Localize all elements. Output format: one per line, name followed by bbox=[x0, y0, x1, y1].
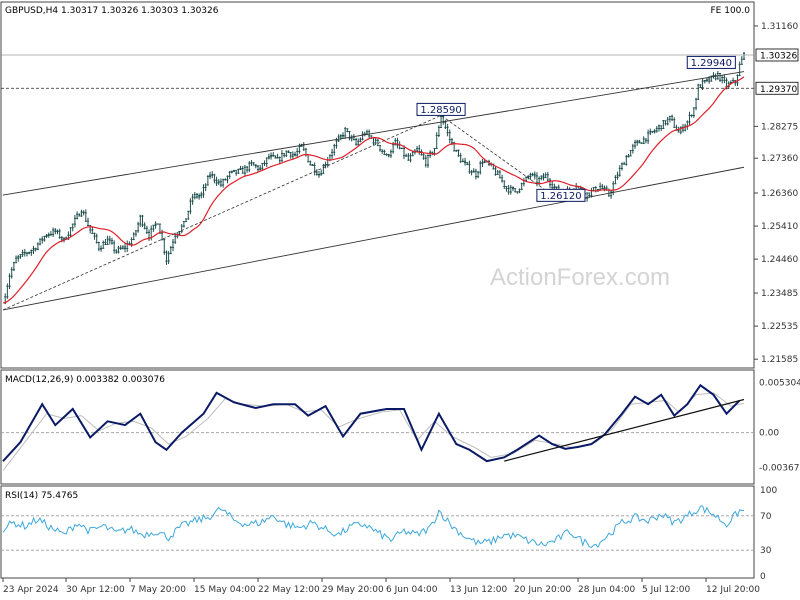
price-label: 1.28590 bbox=[420, 105, 461, 116]
macd-panel-frame bbox=[0, 369, 755, 485]
price-label-box bbox=[536, 188, 586, 202]
time-axis-label: 12 Jul 20:00 bbox=[706, 585, 760, 595]
price-axis-label: 1.28275 bbox=[761, 122, 798, 132]
time-axis-label: 15 May 04:00 bbox=[194, 585, 256, 595]
price-label-box bbox=[416, 102, 466, 116]
rsi-axis-label: 100 bbox=[760, 486, 777, 496]
price-panel: 1.28590 1.26120 1.29940 bbox=[1, 51, 754, 311]
price-axis-label: 1.26360 bbox=[761, 189, 798, 199]
price-tag-label: 1.29370 bbox=[760, 85, 797, 95]
rsi-panel-frame bbox=[0, 485, 755, 579]
rsi-panel-title: RSI(14) 75.4765 bbox=[5, 491, 78, 501]
price-axis-label: 1.23485 bbox=[761, 289, 798, 299]
macd-axis-label: 0.00 bbox=[759, 429, 779, 439]
channel-lower-line bbox=[2, 166, 745, 311]
macd-panel bbox=[1, 383, 754, 471]
macd-main-line bbox=[2, 383, 741, 463]
price-tag-label: 1.30326 bbox=[760, 51, 797, 61]
price-axis-label: 1.21585 bbox=[761, 355, 798, 365]
price-label: 1.26120 bbox=[540, 191, 581, 202]
time-axis-label: 23 Apr 2024 bbox=[3, 585, 59, 595]
price-axis-label: 1.25410 bbox=[761, 222, 798, 232]
time-axis-label: 13 Jun 12:00 bbox=[450, 585, 507, 595]
macd-axis-label: 0.005304 bbox=[759, 378, 800, 388]
time-axis-label: 7 May 20:00 bbox=[130, 585, 186, 595]
time-axis-label: 28 Jun 04:00 bbox=[578, 585, 635, 595]
price-label-box bbox=[686, 55, 736, 69]
macd-axis-label: -0.003675 bbox=[759, 464, 800, 474]
axes: 1.31160 1.28275 1.27360 1.26360 1.25410 1.244… bbox=[2, 22, 800, 595]
macd-trendline bbox=[504, 398, 745, 462]
price-panel-title: GBPUSD,H4 1.30317 1.30326 1.30303 1.3032… bbox=[5, 6, 219, 16]
rsi-line bbox=[2, 505, 745, 549]
time-axis-label: 6 Jun 04:00 bbox=[386, 585, 438, 595]
price-axis-label: 1.27360 bbox=[761, 154, 798, 164]
time-axis-label: 30 Apr 12:00 bbox=[66, 585, 125, 595]
price-tag-box bbox=[755, 48, 799, 62]
price-label: 1.29940 bbox=[691, 58, 732, 69]
macd-panel-title: MACD(12,26,9) 0.003382 0.003076 bbox=[5, 375, 165, 385]
rsi-axis-label: 0 bbox=[760, 572, 766, 582]
fe-label: FE 100.0 bbox=[711, 6, 751, 16]
time-axis-label: 5 Jul 12:00 bbox=[642, 585, 691, 595]
rsi-axis-label: 70 bbox=[760, 512, 772, 522]
fibo-projection-line bbox=[2, 114, 562, 311]
channel-upper-line bbox=[2, 71, 745, 196]
price-panel-frame bbox=[0, 1, 755, 369]
time-axis-label: 29 May 20:00 bbox=[322, 585, 384, 595]
rsi-axis-label: 30 bbox=[760, 546, 772, 556]
price-tag-box bbox=[755, 81, 799, 95]
time-axis-label: 22 May 12:00 bbox=[258, 585, 320, 595]
watermark: ActionForex.com bbox=[490, 264, 670, 291]
time-axis-label: 20 Jun 20:00 bbox=[514, 585, 571, 595]
rsi-panel bbox=[1, 505, 754, 551]
price-axis-label: 1.31160 bbox=[761, 22, 798, 32]
price-axis-label: 1.22535 bbox=[761, 322, 798, 332]
price-axis-label: 1.24460 bbox=[761, 255, 798, 265]
moving-average-line bbox=[2, 76, 745, 304]
